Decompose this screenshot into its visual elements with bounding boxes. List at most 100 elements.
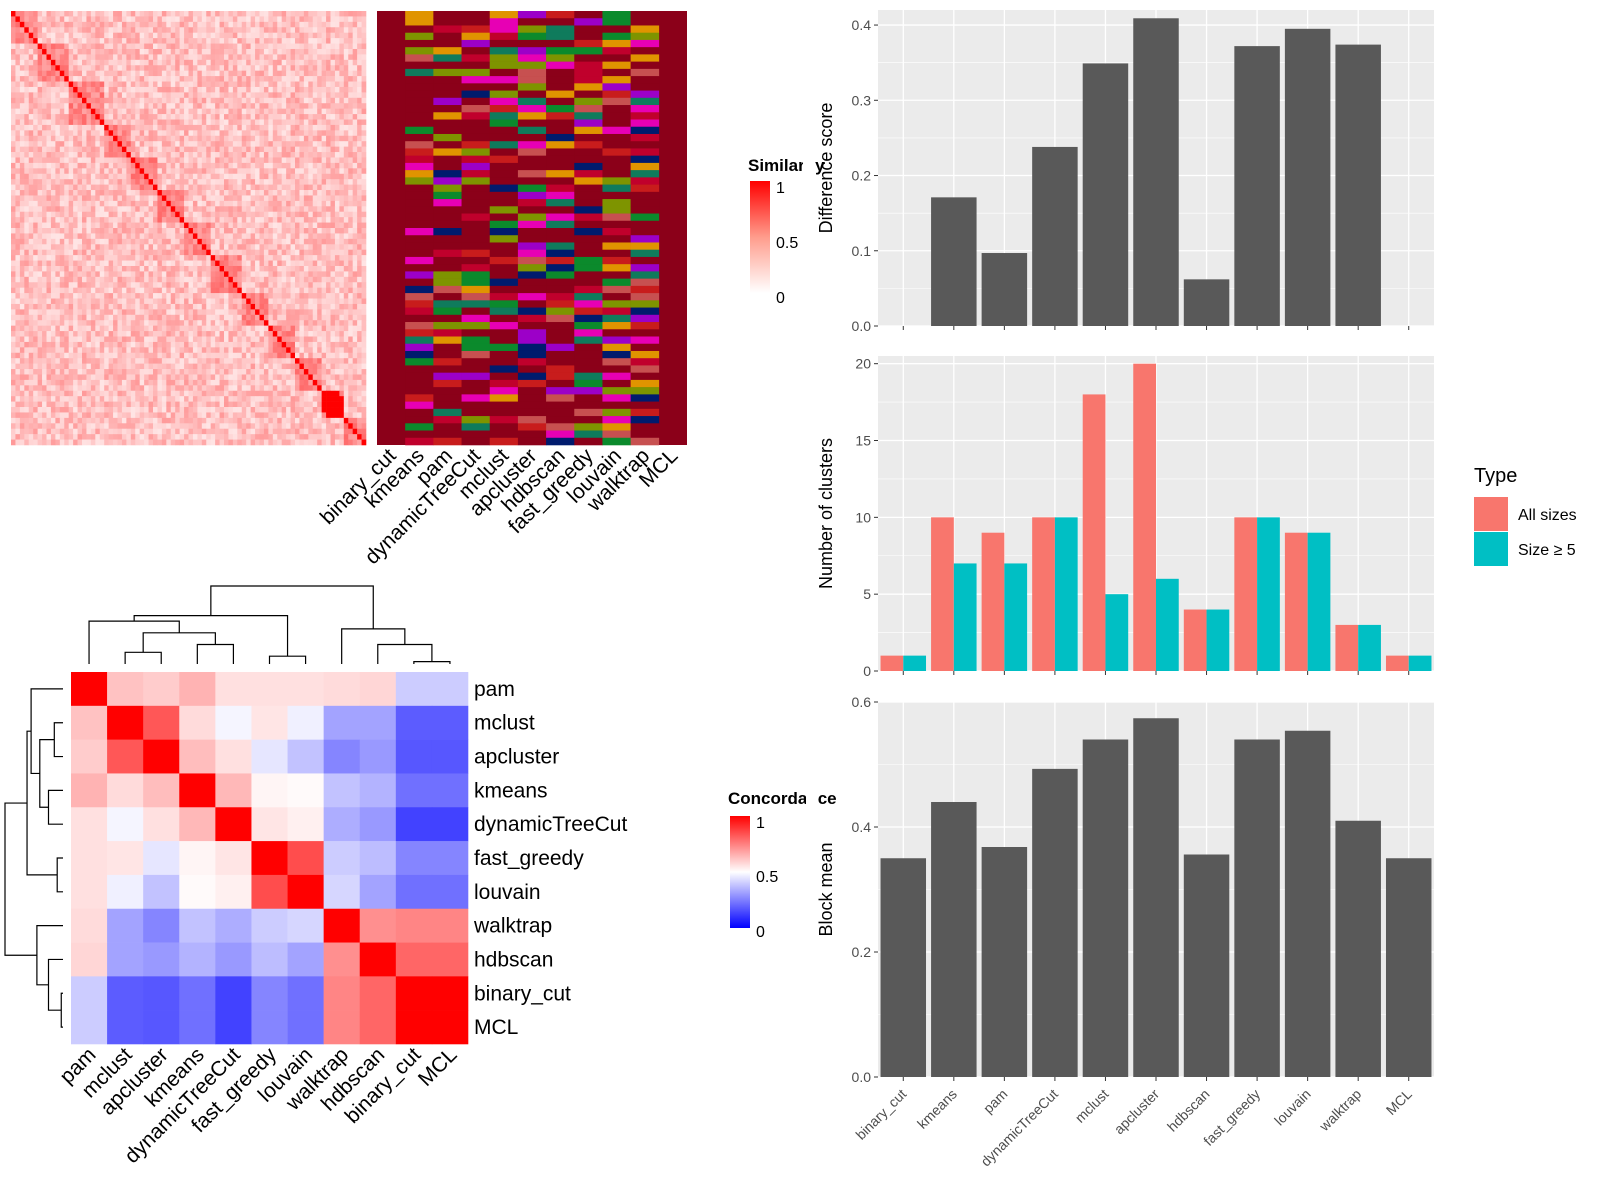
similarity-cell — [68, 287, 74, 294]
similarity-cell — [268, 265, 274, 272]
similarity-cell — [82, 200, 87, 207]
similarity-cell — [303, 211, 309, 218]
similarity-cell — [24, 195, 30, 202]
similarity-cell — [263, 168, 269, 175]
similarity-cell — [99, 48, 105, 55]
similarity-cell — [343, 314, 349, 321]
similarity-cell — [108, 27, 114, 33]
similarity-cell — [95, 190, 101, 196]
similarity-cell — [241, 21, 247, 28]
similarity-cell — [161, 347, 167, 354]
similarity-cell — [268, 276, 274, 283]
similarity-cell — [157, 27, 163, 33]
similarity-cell — [268, 244, 274, 250]
similarity-cell — [352, 287, 358, 294]
similarity-cell — [281, 222, 287, 229]
similarity-cell — [64, 271, 69, 278]
similarity-cell — [343, 303, 349, 310]
similarity-cell — [42, 168, 47, 175]
similarity-cell — [50, 217, 56, 223]
similarity-cell — [281, 16, 287, 23]
similarity-cell — [339, 146, 345, 153]
similarity-cell — [73, 141, 78, 147]
similarity-cell — [184, 119, 189, 126]
similarity-cell — [117, 179, 123, 185]
similarity-cell — [246, 249, 251, 256]
similarity-cell — [130, 206, 136, 213]
similarity-cell — [352, 16, 358, 23]
similarity-cell — [170, 141, 176, 147]
similarity-cell — [277, 233, 282, 240]
similarity-cell — [55, 200, 61, 207]
similarity-cell — [179, 190, 185, 196]
similarity-cell — [33, 260, 38, 267]
similarity-cell — [28, 206, 34, 213]
similarity-cell — [73, 228, 78, 234]
similarity-cell — [232, 130, 238, 137]
similarity-cell — [46, 260, 52, 267]
similarity-cell — [357, 92, 362, 99]
similarity-cell — [139, 130, 145, 137]
similarity-cell — [95, 200, 101, 207]
similarity-cell — [215, 325, 220, 332]
similarity-cell — [290, 168, 296, 175]
similarity-cell — [184, 162, 189, 169]
similarity-cell — [148, 331, 154, 337]
similarity-cell — [321, 70, 327, 77]
similarity-cell — [166, 282, 172, 288]
similarity-cell — [37, 124, 43, 131]
similarity-cell — [321, 255, 327, 261]
similarity-cell — [139, 265, 145, 272]
similarity-cell — [37, 200, 43, 207]
similarity-cell — [55, 211, 61, 218]
similarity-cell — [339, 76, 345, 82]
similarity-cell — [303, 195, 309, 202]
similarity-cell — [334, 38, 340, 44]
similarity-cell — [135, 309, 140, 316]
similarity-cell — [179, 114, 185, 120]
similarity-cell — [42, 65, 47, 71]
similarity-cell — [290, 119, 296, 126]
similarity-cell — [263, 54, 269, 61]
similarity-cell — [343, 32, 349, 39]
similarity-cell — [170, 325, 176, 332]
similarity-cell — [188, 341, 194, 348]
similarity-cell — [113, 27, 118, 33]
similarity-cell — [50, 228, 56, 234]
similarity-cell — [361, 70, 367, 77]
similarity-cell — [286, 282, 291, 288]
similarity-cell — [121, 59, 127, 66]
similarity-cell — [77, 119, 83, 126]
similarity-cell — [268, 206, 274, 213]
similarity-cell — [24, 249, 30, 256]
similarity-cell — [303, 70, 309, 77]
similarity-cell — [50, 119, 56, 126]
similarity-cell — [188, 65, 194, 71]
similarity-cell — [135, 303, 140, 310]
similarity-cell — [153, 303, 158, 310]
similarity-cell — [42, 336, 47, 343]
similarity-cell — [19, 228, 25, 234]
similarity-cell — [330, 11, 336, 17]
similarity-cell — [303, 217, 309, 223]
similarity-cell — [104, 59, 109, 66]
similarity-cell — [241, 168, 247, 175]
similarity-cell — [139, 48, 145, 55]
similarity-cell — [148, 179, 154, 185]
similarity-cell — [188, 38, 194, 44]
similarity-cell — [113, 70, 118, 77]
similarity-cell — [308, 152, 314, 158]
similarity-cell — [326, 255, 331, 261]
similarity-cell — [303, 54, 309, 61]
similarity-cell — [188, 141, 194, 147]
similarity-cell — [166, 314, 172, 321]
similarity-cell — [55, 298, 61, 305]
similarity-cell — [303, 27, 309, 33]
similarity-cell — [15, 92, 21, 99]
similarity-cell — [352, 130, 358, 137]
similarity-cell — [121, 271, 127, 278]
similarity-cell — [201, 70, 207, 77]
similarity-cell — [135, 314, 140, 321]
similarity-cell — [157, 206, 163, 213]
similarity-cell — [90, 54, 96, 61]
